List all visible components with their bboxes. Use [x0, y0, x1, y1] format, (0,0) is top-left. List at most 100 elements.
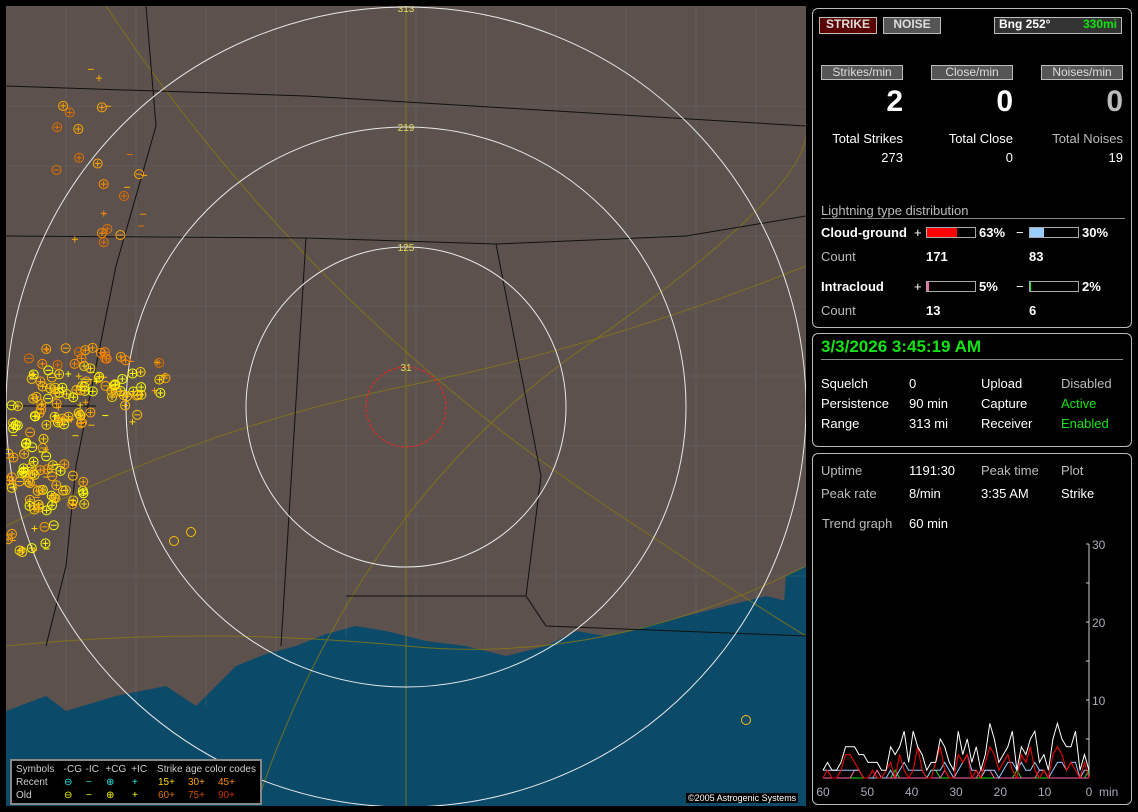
age-15: 15+ — [158, 777, 175, 788]
strike-marker — [27, 442, 38, 453]
total-noises-label: Total Noises — [1052, 131, 1123, 146]
strike-marker — [94, 371, 105, 382]
range-label-125: 125 — [398, 243, 415, 254]
x-tick-label: 0 — [1086, 785, 1093, 799]
strike-marker — [115, 230, 126, 241]
strike-marker — [129, 418, 136, 425]
strike-marker — [43, 393, 54, 404]
strike-marker — [50, 388, 61, 399]
pos-ic-old-icon: + — [132, 790, 138, 801]
cg-neg-count: 83 — [1029, 249, 1044, 264]
strike-marker — [39, 521, 50, 532]
divider — [821, 218, 1125, 219]
strike-marker — [68, 495, 79, 506]
strike-marker — [133, 389, 144, 400]
strike-map[interactable]: 313 219 125 31 Symbols -CG -IC +CG +IC Strike… — [6, 6, 806, 806]
strike-marker — [82, 399, 89, 406]
strike-marker — [12, 420, 23, 431]
cg-neg-pct: 30% — [1082, 225, 1109, 240]
strike-marker — [135, 366, 146, 377]
strike-marker — [6, 475, 15, 486]
noises-per-min-button[interactable]: Noises/min — [1041, 65, 1123, 80]
age-60: 60+ — [158, 790, 175, 801]
strike-marker — [65, 416, 72, 423]
strike-marker — [154, 357, 165, 368]
plot-value[interactable]: Strike — [1061, 486, 1095, 501]
trend-series-line — [822, 721, 1090, 772]
copyright: ©2005 Astrogenic Systems — [686, 793, 799, 803]
strike-marker — [154, 374, 165, 385]
strike-marker — [47, 471, 58, 482]
strike-marker — [110, 379, 121, 390]
cg-pos-pct: 63% — [979, 225, 1006, 240]
strike-marker — [127, 368, 138, 379]
strike-markers — [6, 68, 751, 725]
ic-count-label: Count — [821, 303, 856, 318]
bearing-display: Bng 252° 330mi — [994, 17, 1122, 34]
strike-marker — [42, 464, 53, 475]
legend-symbols-label: Symbols — [16, 764, 55, 775]
plot-label: Plot — [1061, 463, 1084, 478]
state-borders — [6, 6, 806, 647]
close-rate: 0 — [996, 85, 1013, 118]
strike-marker — [44, 347, 51, 354]
trend-series-line — [822, 745, 1090, 780]
age-45: 45+ — [218, 777, 235, 788]
strike-marker — [155, 388, 166, 399]
atlantic-coast — [776, 566, 806, 806]
strike-marker — [71, 236, 78, 243]
strike-marker — [41, 343, 52, 354]
strikes-per-min-button[interactable]: Strikes/min — [821, 65, 903, 80]
strike-marker — [6, 534, 14, 545]
strike-marker — [65, 371, 72, 378]
strike-marker — [59, 459, 70, 470]
strike-marker — [52, 122, 63, 133]
noise-button[interactable]: NOISE — [883, 17, 941, 34]
legend-col-pos-ic: +IC — [131, 764, 148, 775]
strike-marker — [96, 102, 107, 113]
total-close-label: Total Close — [948, 131, 1013, 146]
status-cell-1-1: 90 min — [909, 396, 949, 411]
uptime-label: Uptime — [821, 463, 863, 478]
strike-marker — [76, 417, 87, 428]
ic-label: Intracloud — [821, 279, 884, 294]
strike-marker — [26, 543, 37, 554]
ic-neg-bar — [1029, 281, 1079, 292]
strike-marker — [74, 152, 85, 163]
map-canvas: 313 219 125 31 — [6, 6, 806, 806]
bearing-value: Bng 252° — [999, 17, 1051, 31]
strike-marker — [100, 380, 111, 391]
strike-marker — [52, 359, 63, 370]
strike-marker — [54, 416, 65, 427]
strike-marker — [6, 472, 17, 483]
status-cell-2-3: Enabled — [1061, 416, 1109, 431]
legend-recent-label: Recent — [16, 777, 48, 788]
strike-marker — [74, 410, 85, 421]
neg-cg-old-icon: ⊖ — [64, 790, 73, 801]
close-per-min-button[interactable]: Close/min — [931, 65, 1013, 80]
x-tick-label: 20 — [994, 785, 1008, 799]
strike-marker — [64, 107, 75, 118]
legend-col-neg-ic: -IC — [85, 764, 99, 775]
strike-marker — [79, 499, 90, 510]
ic-minus: − — [1016, 279, 1024, 294]
strike-marker — [6, 482, 17, 493]
trend-panel: Uptime 1191:30 Peak time Plot Peak rate … — [812, 453, 1132, 805]
range-label-219: 219 — [398, 123, 415, 134]
ic-pos-bar — [926, 281, 976, 292]
ic-plus: + — [914, 279, 922, 294]
cg-label: Cloud-ground — [821, 225, 907, 240]
strike-button[interactable]: STRIKE — [819, 17, 877, 34]
strike-marker — [10, 484, 17, 491]
strikes-rate: 2 — [886, 85, 903, 118]
symbol-legend: Symbols -CG -IC +CG +IC Strike age color code… — [10, 759, 262, 805]
strike-marker — [98, 237, 109, 248]
x-axis-label: min — [1099, 785, 1118, 799]
strike-marker — [95, 75, 102, 82]
strike-marker — [58, 100, 69, 111]
x-tick-label: 10 — [1038, 785, 1052, 799]
strike-marker — [35, 485, 46, 496]
legend-old-label: Old — [16, 790, 32, 801]
distribution-title: Lightning type distribution — [821, 203, 969, 218]
strike-marker — [100, 353, 111, 364]
